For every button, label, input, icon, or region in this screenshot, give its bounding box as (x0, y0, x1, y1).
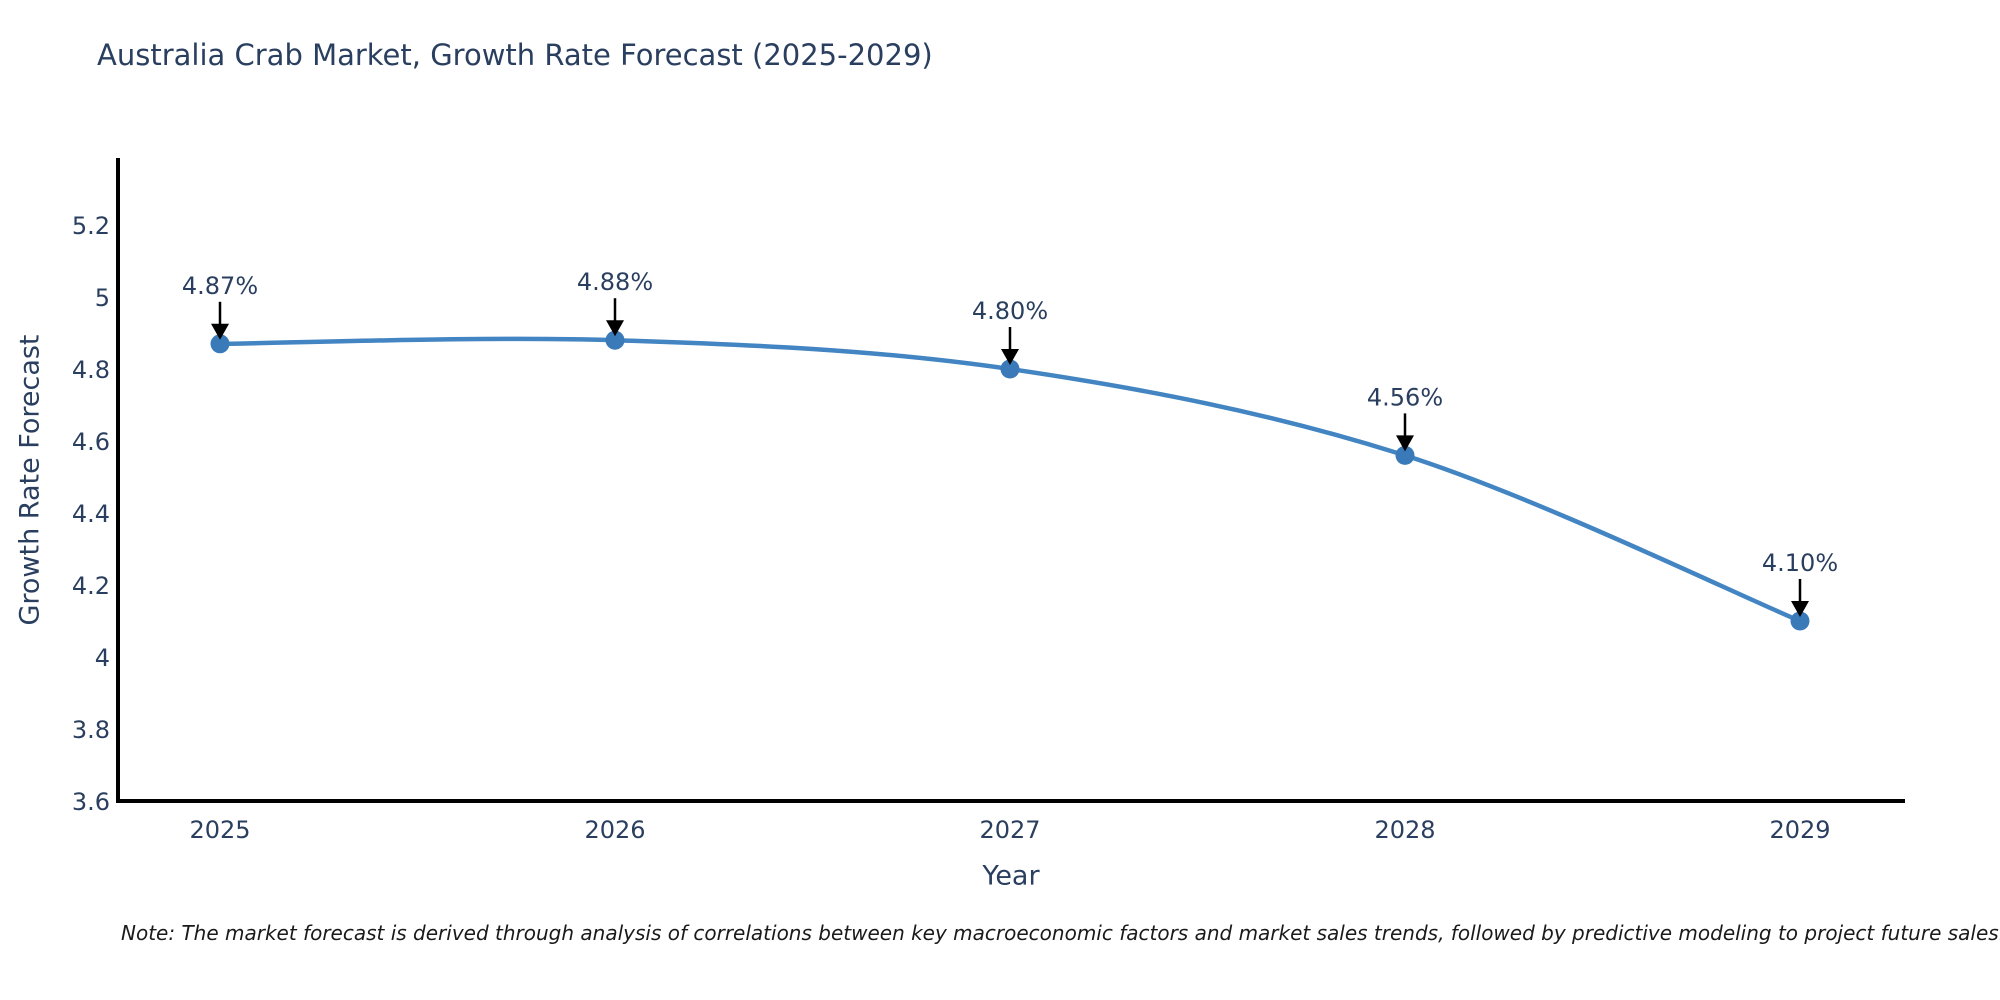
y-tick-label: 5 (95, 284, 110, 312)
y-tick-label: 4.2 (72, 572, 110, 600)
annotation-arrow-head (211, 323, 229, 340)
annotation-arrow-head (1791, 601, 1809, 617)
data-point-marker (210, 334, 230, 354)
data-point-marker (1000, 359, 1020, 379)
data-point-marker (1790, 611, 1810, 631)
x-axis-title: Year (982, 860, 1040, 892)
annotation-arrow-head (1001, 349, 1019, 365)
data-label: 4.88% (577, 268, 653, 296)
x-tick-label: 2029 (1769, 816, 1830, 844)
footnote: Note: The market forecast is derived thr… (121, 921, 2000, 945)
data-label: 4.56% (1367, 383, 1443, 411)
x-tick-label: 2027 (979, 816, 1040, 844)
data-label: 4.10% (1762, 549, 1838, 577)
y-tick-label: 3.6 (72, 788, 110, 816)
y-tick-label: 3.8 (72, 716, 110, 744)
y-tick-label: 5.2 (72, 212, 110, 240)
annotation-arrow-head (1396, 435, 1414, 452)
annotation-arrow-head (606, 320, 624, 337)
chart-title: Australia Crab Market, Growth Rate Forec… (97, 38, 933, 72)
y-tick-label: 4.4 (72, 500, 110, 528)
y-tick-label: 4.6 (72, 428, 110, 456)
y-tick-label: 4 (95, 644, 110, 672)
data-label: 4.80% (972, 297, 1048, 325)
x-tick-label: 2025 (189, 816, 250, 844)
x-tick-label: 2028 (1374, 816, 1435, 844)
trend-line (217, 336, 1803, 624)
data-label: 4.87% (182, 272, 258, 300)
y-tick-label: 4.8 (72, 356, 110, 384)
data-point-marker (1395, 445, 1415, 465)
data-point-marker (605, 330, 625, 350)
x-tick-label: 2026 (584, 816, 645, 844)
